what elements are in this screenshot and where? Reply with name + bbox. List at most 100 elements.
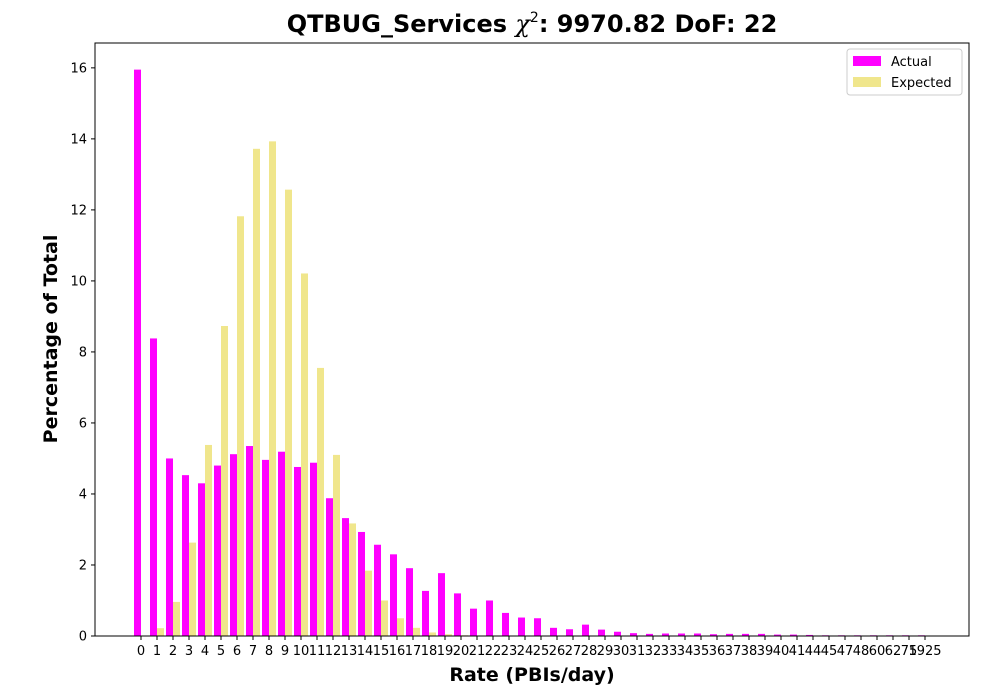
bar-actual-7	[246, 446, 253, 636]
bar-expected-15	[381, 600, 388, 636]
x-tick-label: 20	[453, 644, 470, 659]
y-tick-label: 12	[70, 203, 87, 218]
bar-expected-6	[237, 216, 244, 637]
bar-actual-40	[774, 634, 781, 636]
x-tick-label: 13	[341, 644, 358, 659]
x-tick-label: 38	[741, 644, 758, 659]
x-tick-label: 75	[901, 644, 918, 659]
x-tick-label: 3	[185, 644, 193, 659]
legend: Actual Expected	[846, 48, 963, 96]
x-axis-ticks: 0 1 2 3 4 5 6 7 8 9 10 11 12 13 14 15 16 17 18 19 20 21 22 23 24…	[137, 636, 942, 659]
x-tick-label: 21	[469, 644, 486, 659]
x-tick-label: 1925	[908, 644, 941, 659]
x-tick-label: 7	[249, 644, 257, 659]
x-tick-label: 44	[805, 644, 822, 659]
y-tick-label: 0	[79, 630, 87, 645]
y-tick-label: 4	[79, 487, 87, 502]
bar-actual-24	[518, 617, 525, 636]
chart-title: QTBUG_Services χ2: 9970.82 DoF: 22	[287, 10, 778, 38]
bar-expected-9	[285, 189, 292, 636]
x-tick-label: 24	[517, 644, 534, 659]
bar-actual-28	[582, 624, 589, 636]
bar-expected-10	[301, 273, 308, 636]
x-tick-label: 11	[309, 644, 326, 659]
bar-actual-10	[294, 466, 301, 636]
bars-group	[134, 69, 925, 637]
legend-label-expected: Expected	[891, 76, 952, 91]
bar-expected-14	[365, 570, 372, 636]
x-tick-label: 29	[597, 644, 614, 659]
x-axis-label: Rate (PBIs/day)	[449, 664, 614, 686]
x-tick-label: 18	[421, 644, 438, 659]
bar-expected-11	[317, 367, 324, 636]
x-tick-label: 2	[169, 644, 177, 659]
x-tick-label: 45	[821, 644, 838, 659]
bar-actual-4	[198, 483, 205, 636]
x-tick-label: 12	[325, 644, 342, 659]
y-tick-label: 2	[79, 558, 87, 573]
bar-actual-38	[742, 633, 749, 636]
x-tick-label: 14	[357, 644, 374, 659]
bar-actual-12	[326, 498, 333, 636]
bar-actual-6	[230, 454, 237, 636]
x-tick-label: 16	[389, 644, 406, 659]
x-tick-label: 36	[709, 644, 726, 659]
bar-expected-12	[333, 454, 340, 636]
x-tick-label: 23	[501, 644, 518, 659]
x-tick-label: 25	[533, 644, 550, 659]
x-tick-label: 39	[757, 644, 774, 659]
x-tick-label: 48	[853, 644, 870, 659]
x-tick-label: 17	[405, 644, 422, 659]
x-tick-label: 27	[565, 644, 582, 659]
y-axis-label: Percentage of Total	[40, 235, 62, 444]
bar-actual-31	[630, 633, 637, 636]
x-tick-label: 4	[201, 644, 209, 659]
x-tick-label: 47	[837, 644, 854, 659]
bar-actual-36	[710, 634, 717, 636]
y-tick-label: 14	[70, 132, 87, 147]
y-tick-label: 8	[79, 345, 87, 360]
x-tick-label: 30	[613, 644, 630, 659]
x-tick-label: 0	[137, 644, 145, 659]
x-tick-label: 40	[773, 644, 790, 659]
legend-swatch-expected	[853, 77, 881, 87]
bar-actual-9	[278, 451, 285, 636]
bar-actual-14	[358, 531, 365, 636]
bar-actual-26	[550, 627, 557, 636]
x-tick-label: 62	[885, 644, 902, 659]
bar-actual-35	[694, 633, 701, 636]
bar-expected-13	[349, 523, 356, 636]
bar-actual-33	[662, 633, 669, 636]
bar-expected-2	[173, 601, 180, 636]
bar-actual-19	[438, 573, 445, 636]
x-tick-label: 31	[629, 644, 646, 659]
x-tick-label: 32	[645, 644, 662, 659]
x-tick-label: 6	[233, 644, 241, 659]
bar-actual-3	[182, 475, 189, 636]
bar-actual-22	[486, 600, 493, 636]
bar-actual-39	[758, 633, 765, 636]
bar-actual-30	[614, 631, 621, 636]
x-tick-label: 10	[293, 644, 310, 659]
bar-expected-3	[189, 542, 196, 636]
x-tick-label: 22	[485, 644, 502, 659]
y-axis-ticks: 0 2 4 6 8 10 12 14 16	[70, 61, 95, 645]
y-tick-label: 16	[70, 61, 87, 76]
x-tick-label: 28	[581, 644, 598, 659]
bar-actual-18	[422, 590, 429, 636]
x-tick-label: 15	[373, 644, 390, 659]
bar-actual-25	[534, 618, 541, 636]
bar-actual-23	[502, 612, 509, 636]
x-tick-label: 5	[217, 644, 225, 659]
bar-actual-44	[806, 634, 813, 636]
bar-expected-4	[205, 444, 212, 636]
x-tick-label: 60	[869, 644, 886, 659]
legend-swatch-actual	[853, 56, 881, 66]
x-tick-label: 41	[789, 644, 806, 659]
bar-actual-11	[310, 462, 317, 636]
bar-expected-7	[253, 148, 260, 636]
bar-expected-16	[397, 618, 404, 636]
plot-frame	[94, 42, 970, 637]
bar-expected-8	[269, 141, 276, 637]
